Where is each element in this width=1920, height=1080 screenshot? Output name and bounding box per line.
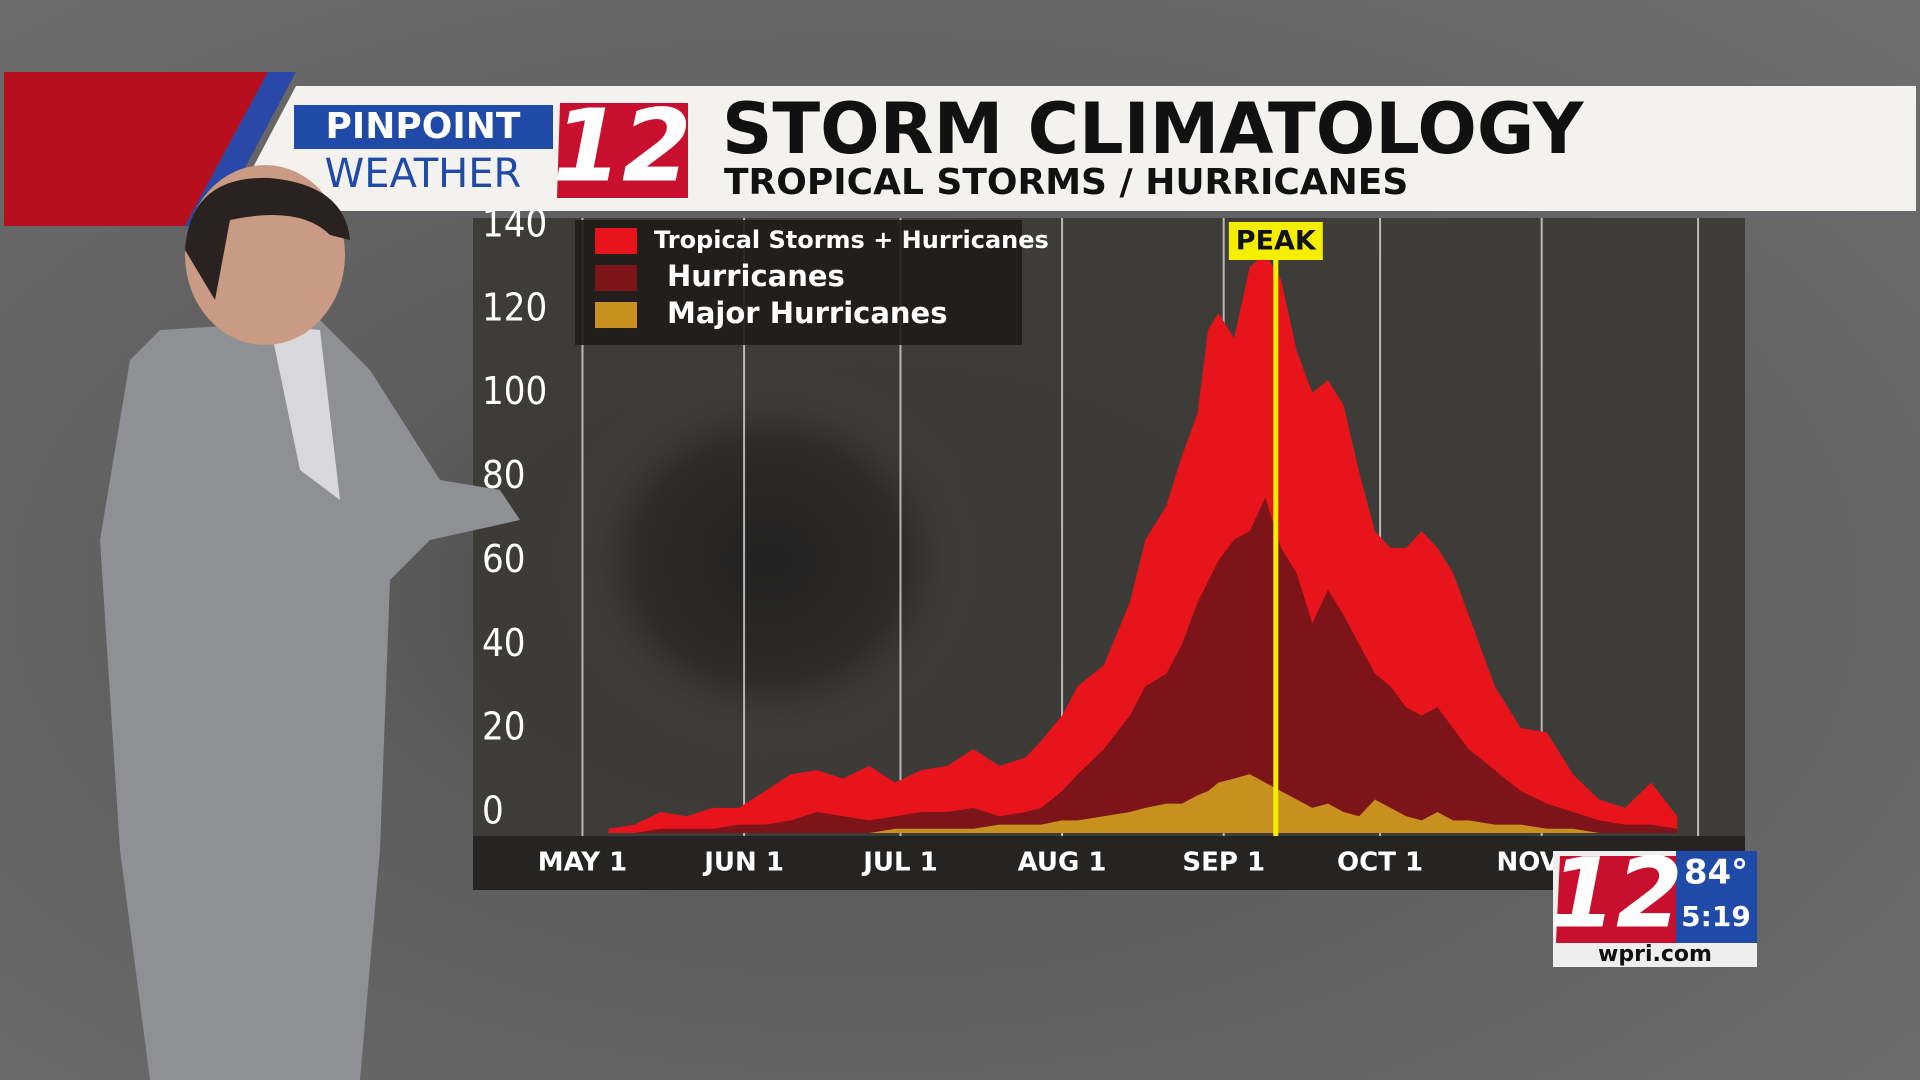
y-tick-label: 120 [482,285,547,330]
legend-swatch [595,228,637,254]
y-tick-label: 40 [482,620,525,665]
bug-blue [1676,851,1757,943]
area [608,774,1678,833]
title: STORM CLIMATOLOGY [722,88,1585,170]
legend-swatch [595,265,637,291]
bug-red [1556,856,1676,943]
header-red-block [4,72,268,226]
logo-top-box [294,105,553,149]
x-tick-label: AUG 1 [1018,848,1107,878]
legend-entries: Tropical Storms + Hurricanes HurricanesMa… [595,226,1049,330]
legend-label: Major Hurricanes [667,296,947,330]
storm-eye [550,360,990,760]
bug-site: wpri.com [1598,942,1712,967]
peak-label: PEAK [1236,226,1317,257]
x-tick-label: JUN 1 [702,848,784,878]
subtitle: TROPICAL STORMS / HURRICANES [724,162,1408,203]
bug-time: 5:19 [1681,900,1751,933]
y-tick-label: 20 [482,704,525,749]
x-tick-label: OCT 1 [1337,848,1423,878]
legend-swatch [595,302,637,328]
bug-temperature: 84° [1684,853,1748,893]
area [608,497,1678,833]
y-tick-label: 0 [482,788,504,833]
peak-label-box [1228,222,1323,260]
x-axis-band [473,836,1745,890]
x-tick-label: SEP 1 [1182,848,1265,878]
legend-label: Hurricanes [667,259,845,293]
y-tick-label: 60 [482,536,525,581]
logo-bottom: WEATHER [325,151,522,197]
logo-number: 12 [552,87,691,204]
x-tick-label: JUL 1 [861,848,938,878]
bug-number: 12 [1549,837,1683,949]
legend [575,220,1022,345]
logo-number-box [557,103,688,198]
logo-top: PINPOINT [326,106,521,147]
presenter [100,165,520,1080]
area [608,254,1678,833]
legend-label: Tropical Storms + Hurricanes [654,226,1049,254]
y-tick-label: 100 [482,368,547,413]
x-tick-label: MAY 1 [538,848,627,878]
